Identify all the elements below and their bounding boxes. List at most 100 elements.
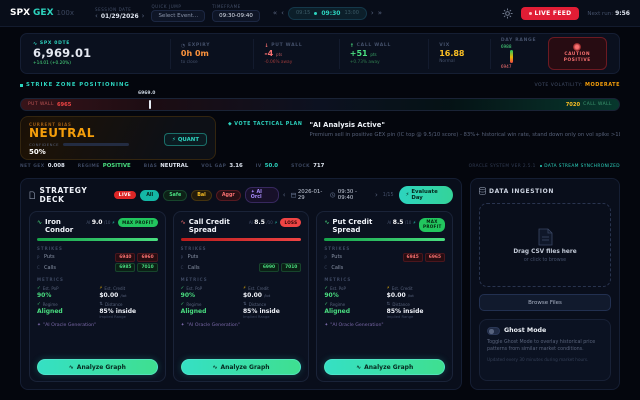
ingestion-title: DATA INGESTION — [489, 187, 554, 195]
strikes-label: STRIKES — [324, 245, 351, 251]
scrubber-next-time: 13:00 — [344, 10, 359, 16]
bias-strip-value: NEUTRAL — [160, 163, 189, 169]
put-wall-label: PUT WALL — [28, 102, 54, 107]
stat-expiry: ◔ EXPIRY 0h 0m to close — [169, 38, 253, 69]
csv-dropzone[interactable]: Drag CSV files here or click to browse — [479, 203, 611, 287]
skip-start-icon[interactable]: « — [272, 9, 278, 17]
timeframe-value[interactable]: 09:30-09:40 — [212, 10, 260, 22]
volatility-value: MODERATE — [585, 82, 620, 88]
check-icon: ✓ — [37, 301, 41, 307]
bolt-icon: ⚡ — [172, 136, 176, 143]
regime-label: REGIME — [77, 163, 100, 169]
strategy-cards: ∿ Iron Condor AI 9.0/10 ⚡ MAX PROFIT STRIK… — [29, 211, 454, 382]
day-range-low: 6947 — [500, 64, 512, 70]
ai-denominator: /10 — [404, 220, 412, 225]
analyze-graph-button[interactable]: ∿ Analyze Graph — [37, 359, 158, 375]
spark-icon: ⚡ — [274, 221, 278, 226]
diamond-icon: ◆ — [228, 122, 233, 127]
tactical-label: VOTE TACTICAL PLAN — [234, 122, 303, 127]
analyze-graph-button[interactable]: ∿ Analyze Graph — [324, 359, 446, 375]
evaluate-day-button[interactable]: ⚡ Evaluate Day — [398, 186, 453, 204]
filter-aggr[interactable]: Aggr — [215, 189, 241, 201]
card-quote: "AI Oracle Generation" — [42, 323, 97, 329]
pop-value: 90% — [180, 291, 196, 299]
put-strike: 6940 — [115, 252, 136, 262]
quick-jump-group: QUICK JUMP Select Event... — [151, 4, 206, 22]
check-icon: ✓ — [324, 301, 329, 307]
stat-vix: VIX 16.88 Normal — [428, 38, 490, 69]
time-scrubber[interactable]: 09:15 09:30 13:00 — [287, 6, 367, 20]
card-quote: "AI Oracle Generation" — [330, 323, 384, 329]
filter-safe[interactable]: Safe — [163, 189, 188, 201]
analyze-graph-button[interactable]: ∿ Analyze Graph — [180, 359, 302, 375]
strike-zone-header: STRIKE ZONE POSITIONING VOTE VOLATILITY:… — [20, 82, 620, 88]
scrubber-prev-time: 09:15 — [295, 10, 311, 16]
session-date-value[interactable]: 01/29/2026 — [100, 12, 139, 20]
filter-bal[interactable]: Bal — [191, 189, 212, 201]
step-forward-icon[interactable]: › — [370, 9, 374, 17]
outcome-badge: MAX PROFIT — [419, 218, 446, 232]
metrics-label: METRICS — [37, 277, 64, 283]
filter-ai-oracle[interactable]: ✦ AI Orcl — [244, 187, 279, 203]
calls-letter: C — [180, 265, 184, 271]
strategy-deck-panel: STRATEGY DECK LIVE All Safe Bal Aggr ✦ A… — [20, 178, 462, 390]
stat-expiry-sub: to close — [180, 59, 198, 65]
puts-label: Puts — [44, 254, 55, 261]
skip-end-icon[interactable]: » — [377, 9, 383, 17]
deck-next-icon[interactable]: › — [374, 190, 378, 199]
netgex-label: NET GEX — [20, 163, 45, 169]
sparkle-icon: ✦ — [250, 190, 257, 195]
outcome-badge: LOSS — [280, 218, 302, 227]
filter-ai-oracle-label: AI Orcl — [250, 190, 262, 200]
analyze-graph-label: Analyze Graph — [220, 363, 270, 371]
oracle-icon: ✦ — [324, 323, 329, 329]
bias-strip-label: BIAS — [143, 163, 158, 169]
pop-label: Est. PoP — [330, 285, 346, 291]
deck-date: 2026-01-29 — [297, 189, 323, 201]
puts-label: Puts — [187, 254, 199, 261]
distance-value: 85% inside — [386, 307, 424, 315]
stat-expiry-label: EXPIRY — [187, 43, 211, 48]
quick-jump-select[interactable]: Select Event... — [151, 10, 206, 22]
puts-letter: P — [180, 254, 184, 260]
gear-icon[interactable] — [501, 7, 513, 19]
step-back-icon[interactable]: ‹ — [281, 9, 284, 17]
logo-spx: SPX — [10, 8, 31, 18]
credit-icon: ⚡ — [243, 285, 247, 291]
strikes-label: STRIKES — [180, 245, 207, 251]
dropzone-title: Drag CSV files here — [513, 248, 577, 255]
spot-marker-label: 6969.0 — [138, 91, 156, 96]
live-feed-button[interactable]: LIVE FEED — [520, 6, 580, 20]
toggle-knob — [489, 329, 494, 334]
quant-button[interactable]: ⚡ QUANT — [164, 133, 207, 146]
ghost-mode-toggle[interactable] — [487, 327, 500, 335]
session-date-prev-icon[interactable]: ‹ — [95, 11, 98, 20]
confidence-bar — [63, 143, 129, 147]
regime-value: POSITIVE — [102, 163, 131, 169]
filter-all[interactable]: All — [140, 189, 160, 201]
deck-prev-icon[interactable]: ‹ — [282, 190, 286, 199]
day-range-label: DAY RANGE — [500, 37, 537, 43]
stock-label: STOCK — [291, 163, 311, 169]
spark-icon: ⚡ — [412, 221, 417, 226]
timeframe-label: TIMEFRAME — [212, 4, 241, 9]
caution-line2: POSITIVE — [563, 58, 591, 63]
stat-call-wall-label: CALL WALL — [356, 43, 392, 48]
strike-zone-title: STRIKE ZONE POSITIONING — [26, 82, 130, 88]
data-ingestion-panel: DATA INGESTION Drag CSV files here or cl… — [470, 178, 620, 390]
file-icon — [538, 228, 552, 245]
browse-files-button[interactable]: Browse Files — [479, 294, 611, 311]
distance-sub: Implied Range — [99, 315, 126, 320]
stat-put-wall-value: -4 — [264, 49, 274, 58]
regime-value: Aligned — [324, 307, 351, 315]
strike-zone-bar[interactable]: PUT WALL 6965 7020 CALL WALL — [20, 98, 620, 111]
put-wall-value: 6965 — [56, 101, 72, 108]
header-right: LIVE FEED Next run: 9:56 — [501, 6, 630, 20]
spot-marker — [149, 100, 151, 109]
pop-label: Est. PoP — [186, 285, 203, 291]
stat-spot-label: SPX 0DTE — [39, 41, 71, 47]
ai-score: 9.0 — [91, 219, 103, 226]
bias-card: CURRENT BIAS NEUTRAL CONFIDENCE 50% ⚡ QU… — [20, 116, 216, 160]
bullet-icon — [20, 83, 23, 87]
session-date-next-icon[interactable]: › — [141, 11, 145, 20]
